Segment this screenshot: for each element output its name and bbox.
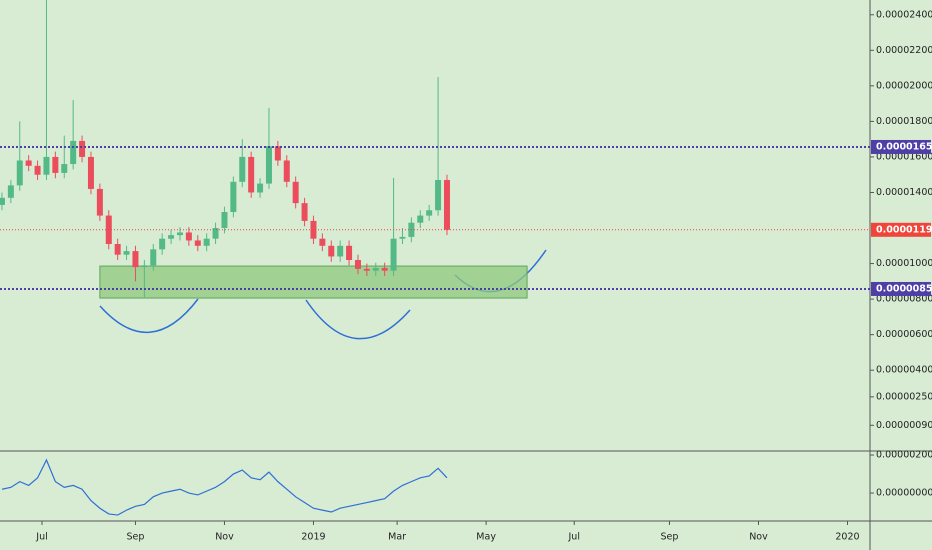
y-tick-label: 0.00000400 — [876, 365, 932, 376]
candle-body — [319, 238, 326, 246]
y-tick-label: 0.00001800 — [876, 116, 932, 127]
y-tick-label: 0.00001400 — [876, 187, 932, 198]
candle-body — [310, 220, 317, 239]
candle-body — [70, 140, 77, 165]
price-level-box — [871, 139, 931, 154]
y-tick-label: 0.00001000 — [876, 258, 932, 269]
candle-body — [328, 245, 335, 257]
x-tick-label: Jul — [568, 532, 580, 543]
candle-body — [435, 180, 442, 211]
candle-body — [52, 156, 59, 173]
candle-body — [87, 156, 94, 189]
x-tick-label: Nov — [749, 532, 768, 543]
price-level-label: 0.00001656 — [876, 141, 932, 152]
candle-body — [283, 160, 290, 182]
y-tick-label: 0.00002400 — [876, 9, 932, 20]
candle-body — [141, 265, 148, 268]
candle-body — [43, 156, 50, 175]
drawing-arc — [99, 298, 199, 333]
candle-body — [168, 235, 175, 239]
macd-line — [1, 458, 448, 516]
candle-body — [159, 238, 166, 250]
candle-body — [363, 268, 370, 271]
price-level-label: 0.00000857 — [876, 283, 932, 294]
candle-body — [390, 238, 397, 271]
candle-body — [230, 181, 237, 213]
candle-body — [25, 160, 32, 166]
candle-body — [301, 203, 308, 221]
x-tick-label: Jul — [35, 532, 47, 543]
candle-body — [185, 232, 192, 241]
candle-body — [194, 240, 201, 246]
y-tick-label: 0.00000090 — [876, 420, 932, 431]
candle-body — [426, 210, 433, 216]
candle-body — [16, 160, 23, 186]
x-tick-label: 2019 — [301, 532, 325, 543]
candle-body — [354, 260, 361, 269]
candle-body — [399, 236, 406, 239]
candle-body — [203, 238, 210, 246]
candle-body — [239, 156, 246, 182]
y-tick-label: 0.00002000 — [876, 80, 932, 91]
zone — [99, 265, 528, 299]
y-tick-label: 0.00000200 — [876, 450, 932, 461]
price-level-box — [871, 222, 931, 237]
x-tick-label: May — [476, 532, 496, 543]
y-tick-label: 0.00000000 — [876, 488, 932, 499]
x-tick-label: Sep — [127, 532, 145, 543]
y-tick-label: 0.00002200 — [876, 45, 932, 56]
candle-body — [443, 180, 450, 230]
candle-body — [176, 232, 183, 236]
candle-body — [381, 268, 388, 271]
candle-body — [7, 185, 14, 198]
candle-body — [96, 188, 103, 216]
x-tick-label: Mar — [388, 532, 406, 543]
candle-body — [346, 245, 353, 261]
candle-body — [257, 183, 264, 193]
candle-body — [114, 244, 121, 255]
candle-body — [61, 164, 68, 173]
candle-body — [248, 156, 255, 193]
candle-body — [132, 251, 139, 268]
x-tick-label: Nov — [215, 532, 234, 543]
candle-body — [274, 146, 281, 161]
candle-body — [337, 245, 344, 257]
candle-body — [123, 251, 130, 255]
x-tick-label: Sep — [661, 532, 679, 543]
y-tick-label: 0.00001600 — [876, 151, 932, 162]
candle-body — [265, 146, 272, 184]
candle-body — [417, 215, 424, 223]
candle-body — [0, 197, 5, 205]
y-tick-label: 0.00000250 — [876, 391, 932, 402]
candle-body — [34, 165, 41, 175]
candle-body — [221, 212, 228, 229]
candle-body — [150, 249, 157, 266]
x-tick-label: 2020 — [835, 532, 859, 543]
price-level-box — [871, 281, 931, 296]
y-tick-label: 0.00000600 — [876, 329, 932, 340]
y-tick-label: 0.00000800 — [876, 294, 932, 305]
candle-body — [292, 181, 299, 204]
candle-body — [372, 268, 379, 271]
drawing-arc — [305, 299, 411, 340]
candle-body — [212, 228, 219, 239]
candle-body — [79, 140, 86, 157]
